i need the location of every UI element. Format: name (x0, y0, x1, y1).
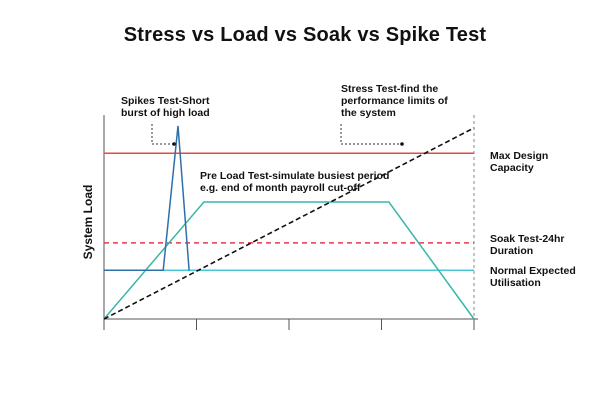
annotation-normal-utilisation: Normal Expected Utilisation (490, 265, 579, 289)
annotation-load-line-1: Pre Load Test-simulate busiest period (200, 170, 389, 182)
series-stress (103, 127, 475, 320)
x-axis-ticks (103, 319, 475, 330)
annotation-stress-test: Stress Test-find the performance limits … (341, 83, 451, 119)
spike-leader-line (151, 124, 174, 145)
series-load (103, 201, 475, 320)
spike-leader-dot (172, 142, 176, 146)
annotation-leaders (151, 124, 404, 146)
page-title: Stress vs Load vs Soak vs Spike Test (123, 24, 487, 46)
y-axis-label: System Load (81, 185, 95, 260)
series-layer (103, 125, 475, 320)
annotation-soak-line-1: Soak Test-24hr (490, 233, 565, 245)
annotation-load-test: Pre Load Test-simulate busiest period e.… (200, 170, 392, 194)
annotation-max-line-2: Capacity (490, 162, 534, 174)
annotation-normal-line-2: Utilisation (490, 277, 541, 289)
annotation-stress-line-3: the system (341, 107, 396, 119)
annotation-soak-line-2: Duration (490, 245, 533, 257)
annotation-spike-line-1: Spikes Test-Short (121, 95, 210, 107)
annotation-max-line-1: Max Design (490, 150, 548, 162)
annotation-stress-line-2: performance limits of (341, 95, 448, 107)
series-spike (104, 125, 190, 272)
annotation-stress-line-1: Stress Test-find the (341, 83, 438, 95)
annotation-normal-line-1: Normal Expected (490, 265, 576, 277)
stress-leader-line (340, 124, 402, 145)
annotation-spike-line-2: burst of high load (121, 107, 210, 119)
annotation-load-line-2: e.g. end of month payroll cut-off (200, 182, 361, 194)
annotation-max-design-capacity: Max Design Capacity (490, 150, 551, 174)
annotation-spike-test: Spikes Test-Short burst of high load (121, 95, 212, 119)
stress-leader-dot (400, 142, 404, 146)
annotation-soak-test: Soak Test-24hr Duration (490, 233, 567, 257)
